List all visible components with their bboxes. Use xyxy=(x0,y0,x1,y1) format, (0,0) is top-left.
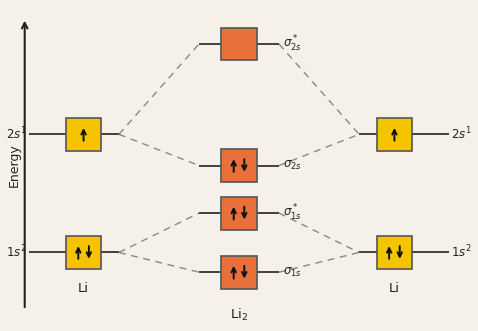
Text: $\sigma_{2s}$: $\sigma_{2s}$ xyxy=(283,159,302,172)
Text: $2s^1$: $2s^1$ xyxy=(451,126,472,143)
Bar xyxy=(221,256,257,289)
Text: $\sigma^*_{1s}$: $\sigma^*_{1s}$ xyxy=(283,203,302,223)
Text: $\sigma_{1s}$: $\sigma_{1s}$ xyxy=(283,265,302,279)
Bar xyxy=(377,236,412,269)
Text: $\sigma^*_{2s}$: $\sigma^*_{2s}$ xyxy=(283,34,302,54)
Bar xyxy=(66,118,101,151)
Bar xyxy=(66,236,101,269)
Text: Li: Li xyxy=(389,282,400,295)
Text: Li$_2$: Li$_2$ xyxy=(230,307,248,323)
Text: Energy: Energy xyxy=(7,144,21,187)
Bar xyxy=(377,118,412,151)
Bar xyxy=(221,28,257,61)
Bar xyxy=(221,197,257,229)
Text: $2s^1$: $2s^1$ xyxy=(6,126,27,143)
Text: $1s^2$: $1s^2$ xyxy=(7,244,27,261)
Text: $1s^2$: $1s^2$ xyxy=(451,244,471,261)
Bar xyxy=(221,149,257,182)
Text: Li: Li xyxy=(78,282,89,295)
